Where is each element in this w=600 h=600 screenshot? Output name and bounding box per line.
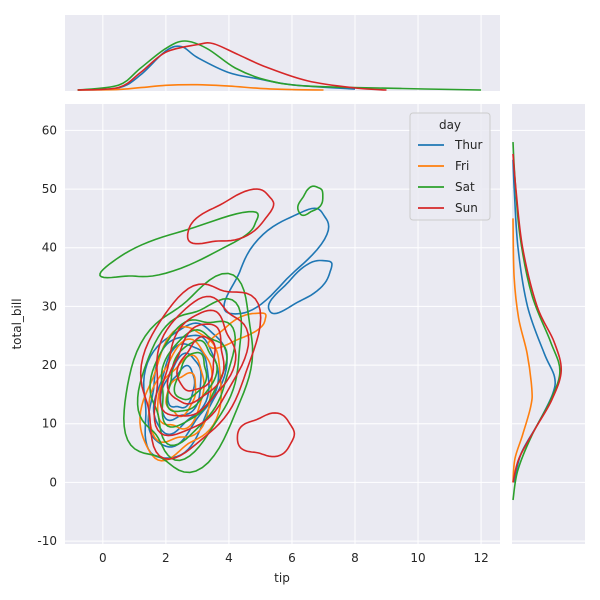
- contour-sat-secondary: [297, 185, 324, 217]
- marginal-y-fri: [512, 218, 533, 483]
- marginal-y-panel: [512, 104, 585, 544]
- y-tick-label: 40: [42, 241, 57, 255]
- contour-sun-level: [166, 323, 225, 405]
- x-tick-label: 6: [288, 551, 296, 565]
- contour-sun-secondary: [186, 188, 275, 245]
- y-axis-label: total_bill: [10, 298, 24, 349]
- y-tick-label: 30: [42, 299, 57, 313]
- x-tick-label: 4: [225, 551, 233, 565]
- x-tick-label: 2: [162, 551, 170, 565]
- contour-sun-level: [139, 283, 262, 461]
- x-axis-label: tip: [274, 571, 290, 585]
- legend: day Thur Fri Sat Sun: [409, 112, 491, 221]
- contour-thur-level: [142, 322, 228, 459]
- axis-ticks: 0 2 4 6 8 10 12 -10 0 10 20 30 40 50 60: [37, 123, 488, 565]
- marginal-y-sun: [512, 153, 563, 483]
- contour-sat-level: [122, 272, 254, 474]
- kde-contours: [99, 185, 333, 474]
- grid-lines: [65, 15, 585, 544]
- contour-fri-level: [156, 354, 205, 430]
- contour-thur-secondary: [223, 207, 330, 315]
- contour-sun-level: [153, 295, 250, 437]
- x-tick-label: 12: [473, 551, 488, 565]
- contour-thur-secondary: [267, 259, 333, 315]
- contour-sat-level: [136, 297, 243, 462]
- marginal-x-fri: [77, 83, 324, 91]
- legend-label-sun: Sun: [455, 201, 478, 215]
- marginal-x-density-curves: [77, 40, 482, 91]
- y-tick-label: 10: [42, 417, 57, 431]
- contour-sun-level: [176, 335, 216, 392]
- contour-sat-level: [149, 319, 237, 447]
- contour-group-sat: [99, 185, 324, 474]
- marginal-y-density-curves: [512, 142, 563, 501]
- legend-entries: Thur Fri Sat Sun: [418, 138, 483, 215]
- contour-sat-level: [166, 339, 218, 413]
- legend-title: day: [439, 118, 461, 132]
- x-tick-label: 0: [99, 551, 107, 565]
- contour-fri-secondary: [207, 312, 267, 350]
- contour-sat-secondary: [99, 210, 260, 279]
- marginal-x-panel: [65, 15, 500, 91]
- legend-label-fri: Fri: [455, 159, 469, 173]
- y-tick-label: -10: [37, 534, 57, 548]
- contour-sun-level: [159, 309, 237, 417]
- y-tick-label: 20: [42, 358, 57, 372]
- x-tick-label: 8: [351, 551, 359, 565]
- marginal-x-sun: [77, 42, 387, 91]
- contour-group-sun: [139, 188, 296, 461]
- contour-sat-level: [160, 328, 228, 428]
- y-tick-label: 50: [42, 182, 57, 196]
- y-tick-label: 60: [42, 123, 57, 137]
- contour-sun-secondary: [236, 412, 296, 458]
- legend-label-thur: Thur: [454, 138, 483, 152]
- legend-label-sat: Sat: [455, 180, 475, 194]
- legend-box: [409, 112, 491, 221]
- y-tick-label: 0: [49, 475, 57, 489]
- contour-thur-level: [147, 334, 220, 448]
- x-tick-label: 10: [410, 551, 425, 565]
